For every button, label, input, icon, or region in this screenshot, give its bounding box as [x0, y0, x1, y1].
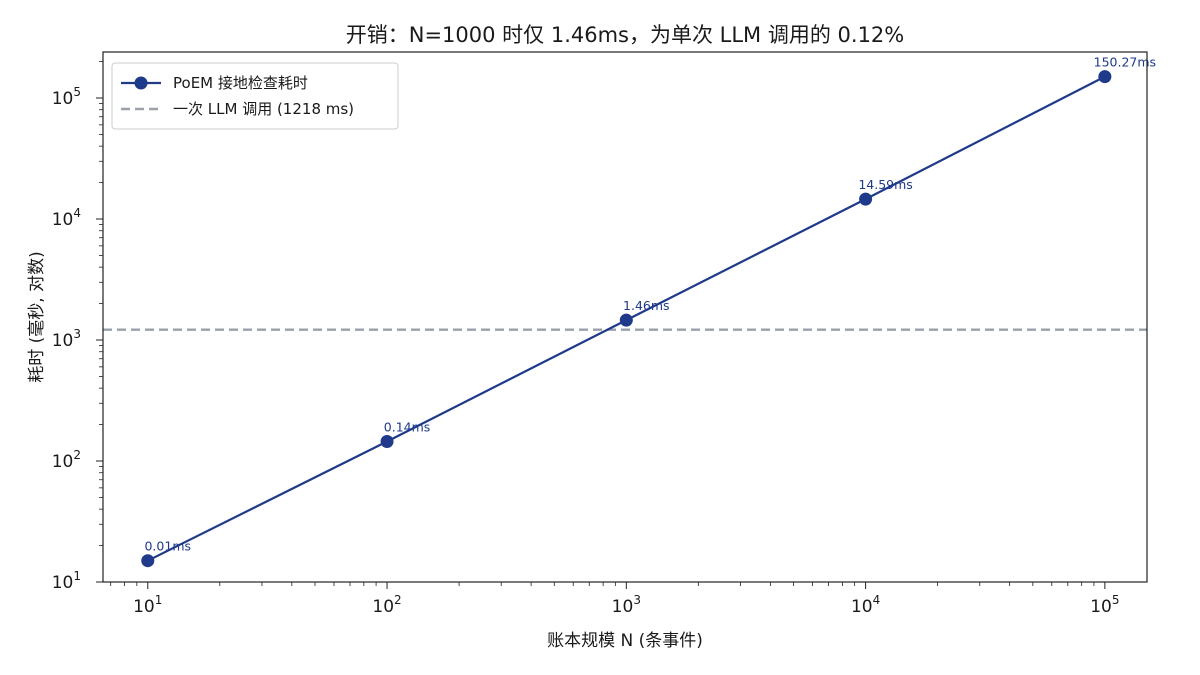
data-label: 0.14ms [384, 419, 431, 434]
minor-ticks [99, 61, 1095, 586]
x-tick-label: 104 [851, 593, 880, 617]
chart-title: 开销：N=1000 时仅 1.46ms，为单次 LLM 调用的 0.12% [346, 23, 905, 47]
y-tick-label: 102 [52, 448, 81, 472]
x-tick-label: 102 [372, 593, 401, 617]
legend-series-marker [134, 76, 148, 90]
data-label: 14.59ms [858, 177, 912, 192]
x-tick-label: 101 [133, 593, 162, 617]
x-axis-label: 账本规模 N (条事件) [547, 631, 703, 651]
x-tick-label: 105 [1090, 593, 1119, 617]
y-tick-label: 104 [52, 206, 81, 230]
data-label: 150.27ms [1094, 55, 1156, 70]
data-point [1098, 70, 1112, 84]
legend: PoEM 接地检查耗时 一次 LLM 调用 (1218 ms) [111, 62, 399, 130]
legend-reference-label: 一次 LLM 调用 (1218 ms) [173, 100, 354, 118]
plot-frame [102, 51, 1148, 583]
y-axis-label: 耗时 (毫秒, 对数) [27, 251, 47, 382]
data-point [619, 313, 633, 327]
data-label: 1.46ms [623, 298, 670, 313]
data-label: 0.01ms [144, 539, 191, 554]
data-point [380, 434, 394, 448]
legend-series-label: PoEM 接地检查耗时 [173, 74, 308, 92]
legend-box [111, 62, 399, 130]
y-tick-label: 103 [52, 327, 81, 351]
x-tick-label: 103 [612, 593, 641, 617]
y-tick-label: 105 [52, 85, 81, 109]
y-tick-label: 101 [52, 569, 81, 593]
data-point [859, 192, 873, 206]
plot-area: 101 102 103 104 105 101 102 103 104 105 0.01ms 0.14… [52, 51, 1156, 617]
data-point [141, 554, 155, 568]
